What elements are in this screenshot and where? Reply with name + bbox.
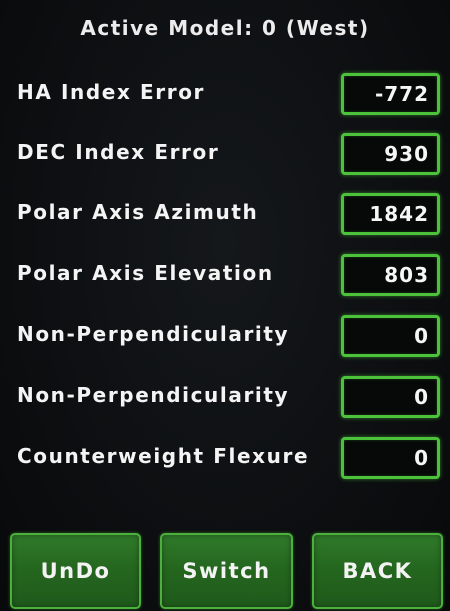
back-button[interactable]: BACK xyxy=(312,533,443,609)
dec-index-error-field[interactable]: 930 xyxy=(341,133,440,175)
field-value: 803 xyxy=(384,263,429,287)
field-label: HA Index Error xyxy=(17,80,205,104)
field-value: 0 xyxy=(414,385,429,409)
non-perpendicularity-1-field[interactable]: 0 xyxy=(341,315,440,357)
field-value: 1842 xyxy=(369,202,429,226)
field-label: Counterweight Flexure xyxy=(17,444,310,468)
field-row-polar-axis-elevation: Polar Axis Elevation 803 xyxy=(0,251,450,296)
field-row-counterweight-flexure: Counterweight Flexure 0 xyxy=(0,434,450,479)
field-value: 0 xyxy=(414,446,429,470)
counterweight-flexure-field[interactable]: 0 xyxy=(341,437,440,479)
field-row-dec-index-error: DEC Index Error 930 xyxy=(0,130,450,175)
field-label: DEC Index Error xyxy=(17,140,220,164)
field-row-non-perpendicularity-2: Non-Perpendicularity 0 xyxy=(0,373,450,418)
back-button-label: BACK xyxy=(342,559,413,583)
ha-index-error-field[interactable]: -772 xyxy=(341,73,440,115)
field-label: Non-Perpendicularity xyxy=(17,383,290,407)
field-row-non-perpendicularity-1: Non-Perpendicularity 0 xyxy=(0,312,450,357)
field-label: Polar Axis Azimuth xyxy=(17,200,259,224)
non-perpendicularity-2-field[interactable]: 0 xyxy=(341,376,440,418)
field-row-polar-axis-azimuth: Polar Axis Azimuth 1842 xyxy=(0,190,450,235)
page-title: Active Model: 0 (West) xyxy=(80,16,370,40)
polar-axis-elevation-field[interactable]: 803 xyxy=(341,254,440,296)
switch-button[interactable]: Switch xyxy=(160,533,293,609)
field-value: 0 xyxy=(414,324,429,348)
undo-button[interactable]: UnDo xyxy=(10,533,141,609)
field-row-ha-index-error: HA Index Error -772 xyxy=(0,70,450,115)
undo-button-label: UnDo xyxy=(40,559,111,583)
field-label: Polar Axis Elevation xyxy=(17,261,274,285)
field-label: Non-Perpendicularity xyxy=(17,322,290,346)
polar-axis-azimuth-field[interactable]: 1842 xyxy=(341,193,440,235)
field-value: -772 xyxy=(374,82,429,106)
switch-button-label: Switch xyxy=(182,559,271,583)
field-value: 930 xyxy=(384,142,429,166)
